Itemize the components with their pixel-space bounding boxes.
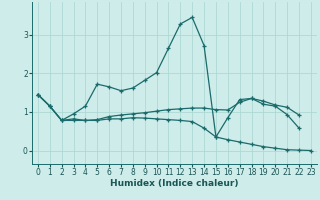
X-axis label: Humidex (Indice chaleur): Humidex (Indice chaleur) [110, 179, 239, 188]
